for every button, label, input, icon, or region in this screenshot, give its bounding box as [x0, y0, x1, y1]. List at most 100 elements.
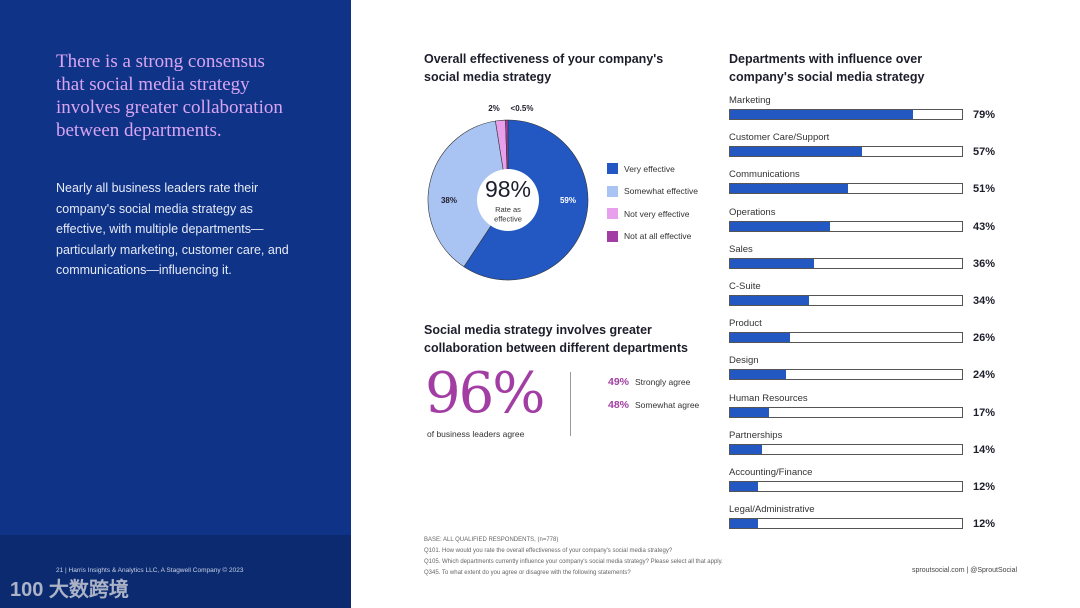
left-panel [0, 0, 351, 608]
notes: BASE: ALL QUALIFIED RESPONDENTS, (n=778)… [424, 535, 723, 579]
bar-track [729, 406, 963, 418]
legend-item: Somewhat effective [607, 185, 699, 197]
bar-label: Human Resources [729, 392, 808, 404]
big-stat: 96% [425, 361, 545, 426]
bar-track [729, 146, 963, 158]
note: Q345. To what extent do you agree or dis… [424, 570, 631, 576]
bar-track [729, 257, 963, 269]
bar-value: 14% [973, 443, 996, 456]
bar-value: 12% [973, 481, 996, 493]
bar-value: 43% [973, 220, 996, 233]
headline: There is a strong consensus that social … [56, 51, 283, 141]
bar-label: C-Suite [729, 281, 761, 292]
agree-label: Somewhat agree [635, 400, 700, 410]
bar-label: Marketing [729, 95, 771, 106]
bar-row: Legal/Administrative 12% [729, 504, 1029, 530]
bar-track [729, 220, 963, 232]
pie-title: Overall effectiveness of your company's … [424, 52, 664, 84]
bar-row: Marketing 79% [729, 95, 1029, 121]
bar-row: Communications 51% [729, 169, 1029, 195]
bar [730, 147, 863, 157]
bar-track [729, 518, 963, 530]
watermark-logo: 100 大数跨境 [10, 579, 129, 601]
bar-row: C-Suite 34% [729, 281, 1029, 307]
bar-label: Sales [729, 243, 753, 255]
pie-data-label: <0.5% [511, 104, 534, 113]
bar-label: Partnerships [729, 429, 783, 441]
bar-label: Design [729, 355, 759, 367]
bar [730, 221, 830, 231]
legend-swatch [607, 185, 618, 197]
bar-label: Customer Care/Support [729, 132, 830, 144]
site-link[interactable]: sproutsocial.com | @SproutSocial [912, 567, 1018, 574]
bar-track [729, 295, 963, 306]
bar [730, 184, 849, 194]
bar-value: 26% [973, 332, 996, 345]
agree-item: 48% Somewhat agree [608, 399, 699, 412]
bar-value: 79% [973, 109, 996, 121]
pie-center-value: 98% [485, 176, 531, 202]
bar-value: 12% [973, 518, 996, 531]
note: Q101. How would you rate the overall eff… [424, 548, 673, 554]
bar-value: 34% [973, 295, 996, 307]
page-footer: 21 | Harris Insights & Analytics LLC, A … [56, 567, 244, 574]
bar [730, 370, 786, 380]
bar-row: Human Resources 17% [729, 392, 1029, 419]
pie-data-label: 38% [441, 196, 457, 205]
legend-item: Not very effective [607, 208, 690, 219]
legend-label: Not at all effective [624, 231, 692, 241]
bar [730, 482, 758, 491]
pie-chart: 98% Rate as effective 59% 38% 2% <0.5% [427, 104, 589, 281]
bar-track [729, 443, 963, 455]
legend-label: Not very effective [624, 208, 690, 219]
big-stat-label: of business leaders agree [427, 429, 525, 439]
legend-label: Very effective [624, 163, 675, 174]
bar-title: Departments with influence over company'… [729, 52, 925, 84]
agree-value: 48% [608, 399, 630, 411]
bar-row: Accounting/Finance 12% [729, 467, 1029, 493]
bar-value: 17% [973, 406, 996, 419]
collab-title: Social media strategy involves greater c… [424, 323, 688, 355]
bar-track [729, 109, 963, 120]
pie-data-label: 59% [560, 196, 576, 205]
bar-label: Accounting/Finance [729, 467, 813, 478]
pie-data-label: 2% [488, 104, 500, 113]
bar-row: Operations 43% [729, 206, 1029, 233]
bar [730, 258, 814, 268]
bar-value: 24% [973, 369, 996, 382]
left-footer-band [0, 535, 351, 608]
pie-hole [477, 169, 539, 231]
legend-swatch [607, 163, 618, 174]
bar-row: Partnerships 14% [729, 429, 1029, 456]
bar-label: Legal/Administrative [729, 504, 815, 516]
pie-center-label: Rate as effective [494, 205, 522, 224]
legend-swatch [607, 230, 618, 242]
bar-label: Communications [729, 169, 800, 181]
bar [730, 407, 770, 417]
agree-value: 49% [608, 376, 630, 388]
bar-track [729, 332, 963, 344]
legend-label: Somewhat effective [624, 186, 699, 196]
pie-slice [427, 120, 509, 268]
body-text: Nearly all business leaders rate their c… [56, 181, 289, 277]
bar-row: Sales 36% [729, 243, 1029, 270]
bar [730, 444, 763, 454]
divider [570, 372, 571, 436]
bar-row: Product 26% [729, 318, 1029, 344]
note: BASE: ALL QUALIFIED RESPONDENTS, (n=778) [424, 537, 559, 543]
bar-label: Operations [729, 206, 776, 218]
bar [730, 296, 809, 305]
legend-item: Not at all effective [607, 230, 692, 242]
legend-swatch [607, 208, 618, 219]
bar-row: Design 24% [729, 355, 1029, 381]
legend-item: Very effective [607, 163, 675, 174]
bar-label: Product [729, 318, 762, 330]
bar [730, 110, 914, 119]
bar-track [729, 183, 963, 195]
bar-track [729, 481, 963, 492]
note: Q105. Which departments currently influe… [424, 559, 723, 565]
agree-item: 49% Strongly agree [608, 376, 690, 389]
bar-track [729, 369, 963, 381]
bar-value: 51% [973, 183, 996, 196]
bar [730, 519, 758, 529]
